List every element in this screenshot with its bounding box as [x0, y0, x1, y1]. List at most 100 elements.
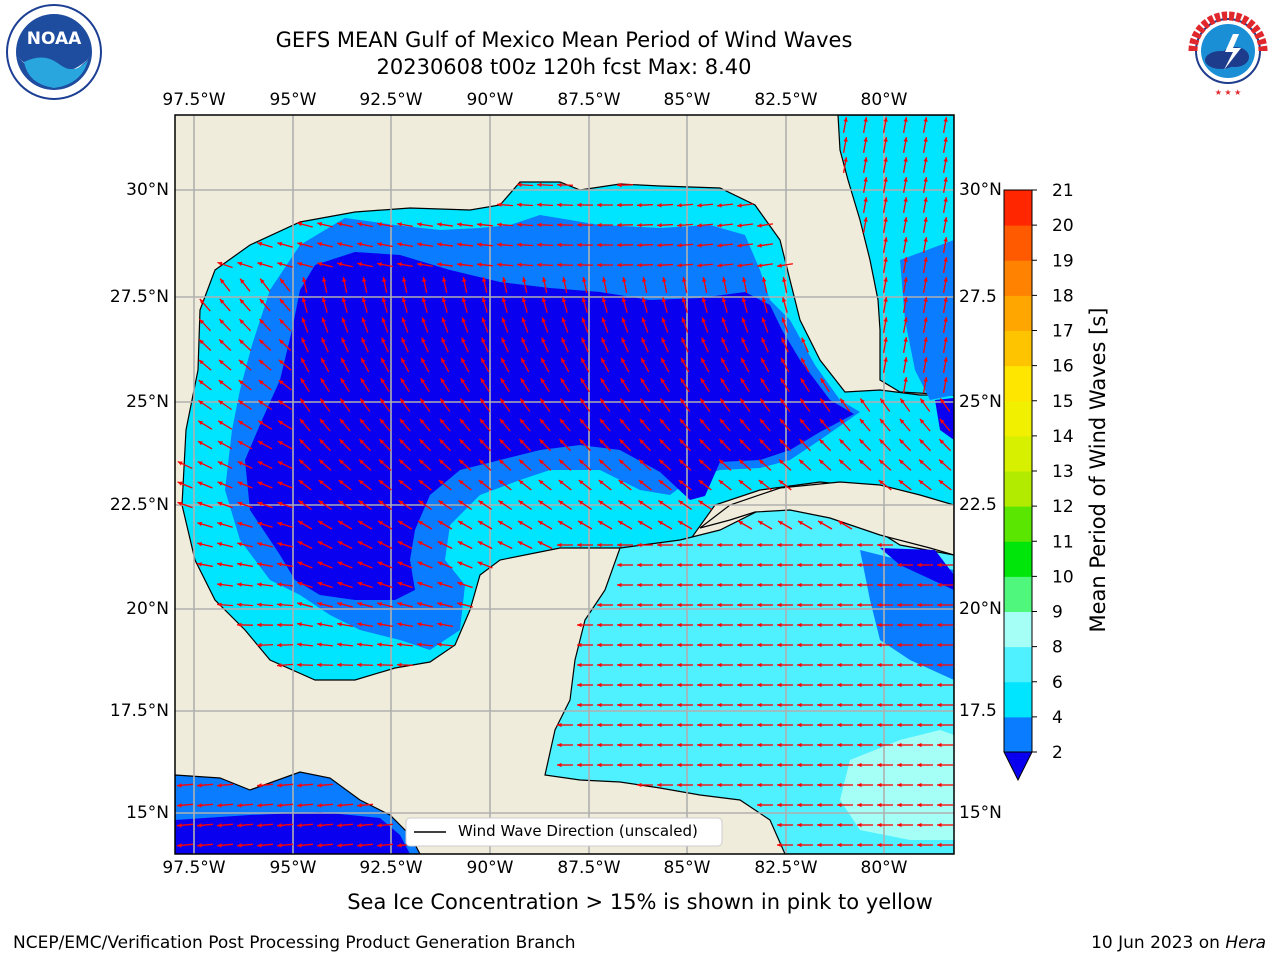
wave-direction-arrow: [316, 823, 334, 828]
wave-direction-arrow: [356, 843, 374, 848]
wave-direction-arrow: [737, 782, 753, 788]
wave-direction-arrow: [817, 642, 833, 648]
wave-direction-arrow: [597, 702, 613, 708]
wave-direction-arrow: [937, 802, 953, 808]
wave-direction-arrow: [277, 542, 293, 548]
wave-direction-arrow: [937, 562, 953, 568]
wave-direction-arrow: [937, 722, 953, 728]
wave-direction-arrow: [417, 520, 433, 530]
wave-direction-arrow: [918, 479, 932, 491]
wave-direction-arrow: [416, 642, 434, 647]
lat-label-left: 17.5°N: [109, 701, 169, 721]
wave-direction-arrow: [541, 317, 549, 333]
wave-direction-arrow: [657, 562, 673, 568]
wave-direction-arrow: [857, 802, 873, 808]
wave-direction-arrow: [417, 602, 433, 608]
wave-direction-arrow: [359, 398, 371, 412]
wave-direction-arrow: [917, 642, 933, 648]
wave-direction-arrow: [196, 843, 214, 848]
wave-direction-arrow: [897, 702, 913, 708]
wave-direction-arrow: [680, 357, 690, 373]
wave-direction-arrow: [438, 459, 452, 471]
wave-direction-arrow: [719, 418, 731, 432]
wave-direction-arrow: [321, 297, 328, 313]
lat-label-right: 25°N: [959, 392, 1002, 412]
wave-direction-arrow: [197, 460, 213, 470]
wave-direction-arrow: [658, 459, 672, 471]
wave-direction-arrow: [661, 297, 668, 313]
wave-direction-arrow: [937, 642, 953, 648]
wave-direction-arrow: [521, 337, 529, 353]
wave-direction-arrow: [518, 459, 532, 471]
wave-direction-arrow: [536, 182, 554, 188]
wave-direction-arrow: [717, 562, 733, 568]
wave-direction-arrow: [579, 398, 591, 412]
wave-direction-arrow: [256, 783, 274, 788]
wave-direction-arrow: [417, 561, 433, 569]
wave-direction-arrow: [397, 222, 413, 227]
wave-direction-arrow: [196, 823, 214, 828]
wave-direction-arrow: [716, 223, 734, 228]
lat-label-right: 30°N: [959, 180, 1002, 200]
wave-direction-arrow: [217, 562, 233, 568]
lon-label-bottom: 80°W: [860, 858, 908, 878]
wave-direction-arrow: [377, 540, 393, 550]
wave-direction-arrow: [617, 762, 633, 768]
wave-direction-arrow: [357, 622, 373, 628]
colorbar-tick-label: 15: [1052, 392, 1074, 412]
wave-direction-arrow: [322, 277, 328, 293]
wave-direction-arrow: [256, 823, 274, 828]
wave-direction-arrow: [717, 682, 733, 688]
wave-direction-arrow: [256, 803, 274, 808]
wave-direction-arrow: [418, 438, 432, 452]
wave-direction-arrow: [460, 357, 470, 373]
wave-direction-arrow: [882, 317, 888, 333]
wave-direction-arrow: [837, 682, 853, 688]
wave-direction-arrow: [617, 520, 633, 530]
wave-direction-arrow: [197, 562, 213, 568]
wave-direction-arrow: [778, 438, 792, 452]
wave-direction-arrow: [798, 459, 812, 471]
wave-direction-arrow: [697, 782, 713, 788]
wave-direction-arrow: [597, 602, 613, 608]
wave-direction-arrow: [697, 602, 713, 608]
wave-direction-arrow: [597, 762, 613, 768]
wave-direction-arrow: [718, 459, 732, 471]
wave-direction-arrow: [676, 203, 694, 208]
wave-direction-arrow: [817, 722, 833, 728]
wave-direction-arrow: [516, 182, 534, 187]
wave-direction-arrow: [756, 223, 774, 228]
wave-direction-arrow: [498, 438, 512, 452]
wave-direction-arrow: [576, 242, 594, 248]
wave-direction-arrow: [397, 581, 413, 589]
wave-direction-arrow: [897, 622, 913, 628]
wave-direction-arrow: [678, 438, 692, 452]
wave-direction-arrow: [819, 398, 831, 412]
wave-direction-arrow: [217, 481, 233, 489]
wave-direction-arrow: [878, 438, 892, 452]
colorbar-swatch: [1004, 576, 1032, 612]
wave-direction-arrow: [321, 317, 329, 333]
wave-direction-arrow: [937, 782, 953, 788]
colorbar-tick-label: 2: [1052, 743, 1063, 763]
wave-direction-arrow: [557, 722, 573, 728]
wave-direction-arrow: [278, 379, 292, 391]
wave-direction-arrow: [696, 203, 714, 208]
wave-direction-arrow: [316, 662, 334, 668]
wave-direction-arrow: [660, 377, 670, 393]
wave-direction-arrow: [942, 197, 948, 213]
wave-direction-arrow: [297, 540, 313, 550]
wave-direction-arrow: [499, 398, 511, 412]
wave-direction-arrow: [296, 662, 314, 668]
wave-direction-arrow: [397, 242, 413, 247]
wave-direction-arrow: [277, 562, 293, 568]
wave-direction-arrow: [577, 542, 593, 548]
lat-label-right: 20°N: [959, 599, 1002, 619]
wave-direction-arrow: [902, 357, 908, 373]
wave-direction-arrow: [637, 782, 653, 788]
wave-direction-arrow: [797, 702, 813, 708]
wave-direction-arrow: [500, 377, 510, 393]
wave-direction-arrow: [857, 602, 873, 608]
wave-direction-arrow: [677, 582, 693, 588]
wave-direction-arrow: [601, 317, 609, 333]
